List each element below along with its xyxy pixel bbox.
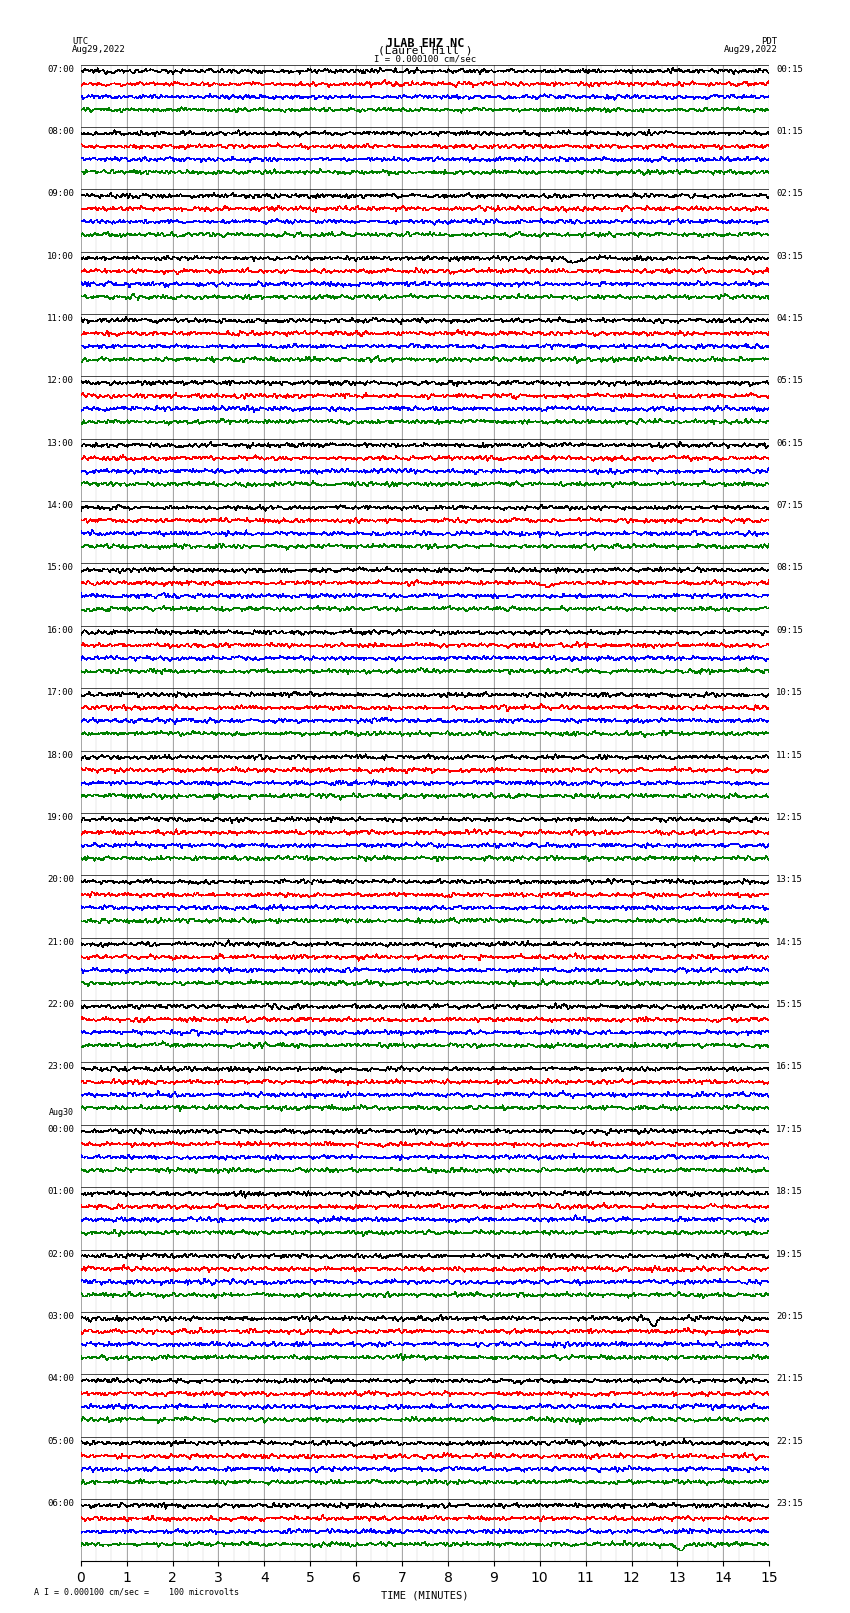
Text: 20:00: 20:00: [47, 876, 74, 884]
Text: 14:00: 14:00: [47, 502, 74, 510]
Text: 02:00: 02:00: [47, 1250, 74, 1258]
Text: 04:00: 04:00: [47, 1374, 74, 1384]
Text: 02:15: 02:15: [776, 189, 803, 198]
Text: 10:00: 10:00: [47, 252, 74, 261]
Text: 13:00: 13:00: [47, 439, 74, 448]
Text: 11:15: 11:15: [776, 750, 803, 760]
Text: 06:00: 06:00: [47, 1498, 74, 1508]
Text: 17:15: 17:15: [776, 1124, 803, 1134]
Text: 19:00: 19:00: [47, 813, 74, 823]
Text: 09:00: 09:00: [47, 189, 74, 198]
Text: 12:15: 12:15: [776, 813, 803, 823]
Text: PDT: PDT: [762, 37, 778, 47]
Text: 04:15: 04:15: [776, 315, 803, 323]
Text: 14:15: 14:15: [776, 937, 803, 947]
Text: 19:15: 19:15: [776, 1250, 803, 1258]
Text: 18:00: 18:00: [47, 750, 74, 760]
Text: UTC: UTC: [72, 37, 88, 47]
Text: 07:15: 07:15: [776, 502, 803, 510]
Text: 23:00: 23:00: [47, 1063, 74, 1071]
Text: 21:15: 21:15: [776, 1374, 803, 1384]
Text: 10:15: 10:15: [776, 689, 803, 697]
Text: 11:00: 11:00: [47, 315, 74, 323]
Text: 00:15: 00:15: [776, 65, 803, 74]
Text: 00:00: 00:00: [47, 1124, 74, 1134]
Text: 05:15: 05:15: [776, 376, 803, 386]
Text: 16:15: 16:15: [776, 1063, 803, 1071]
Text: 13:15: 13:15: [776, 876, 803, 884]
Text: 07:00: 07:00: [47, 65, 74, 74]
Text: 20:15: 20:15: [776, 1311, 803, 1321]
Text: Aug29,2022: Aug29,2022: [72, 45, 126, 55]
Text: 12:00: 12:00: [47, 376, 74, 386]
Text: 09:15: 09:15: [776, 626, 803, 636]
Text: 22:15: 22:15: [776, 1437, 803, 1445]
Text: 18:15: 18:15: [776, 1187, 803, 1197]
Text: 16:00: 16:00: [47, 626, 74, 636]
Text: Aug30: Aug30: [48, 1108, 74, 1118]
Text: 01:00: 01:00: [47, 1187, 74, 1197]
Text: A I = 0.000100 cm/sec =    100 microvolts: A I = 0.000100 cm/sec = 100 microvolts: [34, 1587, 239, 1597]
Text: 03:15: 03:15: [776, 252, 803, 261]
Text: (Laurel Hill ): (Laurel Hill ): [377, 45, 473, 55]
Text: 08:15: 08:15: [776, 563, 803, 573]
X-axis label: TIME (MINUTES): TIME (MINUTES): [382, 1590, 468, 1600]
Text: 21:00: 21:00: [47, 937, 74, 947]
Text: 23:15: 23:15: [776, 1498, 803, 1508]
Text: JLAB EHZ NC: JLAB EHZ NC: [386, 37, 464, 50]
Text: 03:00: 03:00: [47, 1311, 74, 1321]
Text: 06:15: 06:15: [776, 439, 803, 448]
Text: 17:00: 17:00: [47, 689, 74, 697]
Text: 01:15: 01:15: [776, 127, 803, 135]
Text: 08:00: 08:00: [47, 127, 74, 135]
Text: 15:00: 15:00: [47, 563, 74, 573]
Text: I = 0.000100 cm/sec: I = 0.000100 cm/sec: [374, 55, 476, 65]
Text: 15:15: 15:15: [776, 1000, 803, 1010]
Text: Aug29,2022: Aug29,2022: [724, 45, 778, 55]
Text: 05:00: 05:00: [47, 1437, 74, 1445]
Text: 22:00: 22:00: [47, 1000, 74, 1010]
